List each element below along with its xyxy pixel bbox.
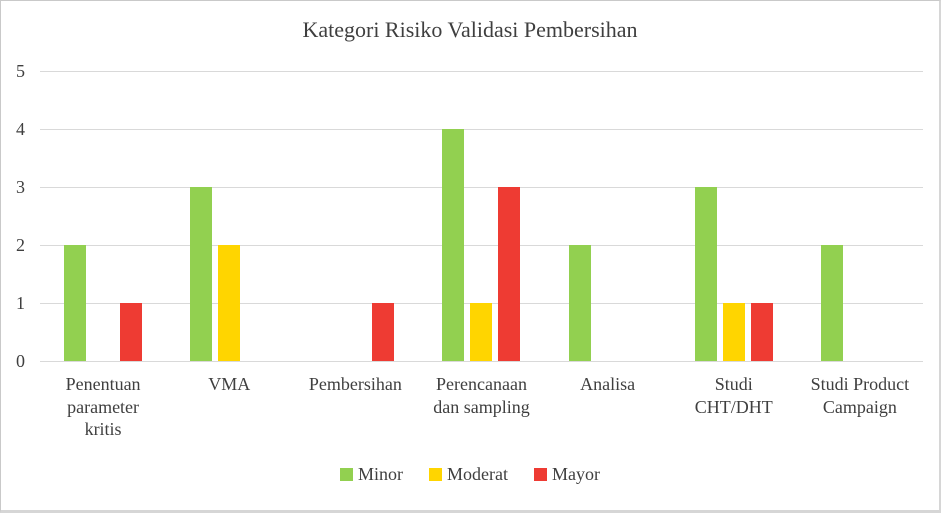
x-tick-label-4: Analisa (580, 374, 636, 394)
legend-label: Minor (358, 464, 403, 484)
bar-minor-5 (694, 187, 717, 361)
y-tick-label-0: 0 (16, 351, 25, 371)
bar-mayor-0 (120, 303, 143, 361)
legend-item-moderat: Moderat (429, 465, 508, 483)
bar-mayor-5 (750, 303, 773, 361)
y-tick-label-4: 4 (16, 119, 25, 139)
plot-area (40, 71, 923, 362)
gridline-2 (40, 245, 923, 246)
legend-label: Mayor (551, 464, 600, 484)
legend-item-minor: Minor (340, 465, 403, 483)
gridline-4 (40, 129, 923, 130)
legend-label: Moderat (447, 464, 508, 484)
bar-group-1 (166, 71, 292, 361)
bar-group-4 (545, 71, 671, 361)
y-tick-label-3: 3 (16, 177, 25, 197)
gridline-3 (40, 187, 923, 188)
bar-group-5 (671, 71, 797, 361)
bar-moderat-5 (722, 303, 745, 361)
bar-minor-4 (568, 245, 591, 361)
bar-minor-0 (64, 245, 87, 361)
bar-mayor-3 (498, 187, 521, 361)
bar-moderat-1 (218, 245, 241, 361)
bar-moderat-3 (470, 303, 493, 361)
gridline-0 (40, 361, 923, 362)
bar-group-6 (797, 71, 923, 361)
y-axis: 0 1 2 3 4 5 (1, 62, 31, 370)
bar-minor-1 (190, 187, 213, 361)
y-tick-label-5: 5 (16, 61, 25, 81)
gridline-5 (40, 71, 923, 72)
bar-group-0 (40, 71, 166, 361)
x-axis: Penentuan parameter kritis VMA Pembersihan… (40, 373, 923, 441)
chart-title: Kategori Risiko Validasi Pembersihan (302, 17, 638, 42)
bar-group-3 (418, 71, 544, 361)
bar-groups (40, 71, 923, 361)
bar-minor-3 (442, 129, 465, 361)
x-tick-label-5: Studi CHT/DHT (694, 374, 773, 417)
y-tick-label-2: 2 (16, 235, 25, 255)
x-tick-label-2: Pembersihan (308, 374, 402, 394)
legend-swatch-icon (533, 467, 547, 481)
x-tick-label-0: Penentuan parameter kritis (65, 374, 141, 439)
bar-mayor-2 (372, 303, 395, 361)
x-tick-label-6: Studi Product Campaign (810, 374, 910, 417)
x-tick-label-1: VMA (208, 374, 251, 394)
legend: Minor Moderat Mayor (1, 465, 939, 483)
y-tick-label-1: 1 (16, 293, 25, 313)
legend-swatch-icon (429, 467, 442, 481)
bar-group-2 (292, 71, 418, 361)
legend-swatch-icon (340, 467, 353, 481)
legend-item-mayor: Mayor (533, 464, 600, 484)
bar-minor-6 (820, 245, 843, 361)
x-tick-label-3: Perencanaan dan sampling (433, 374, 530, 417)
